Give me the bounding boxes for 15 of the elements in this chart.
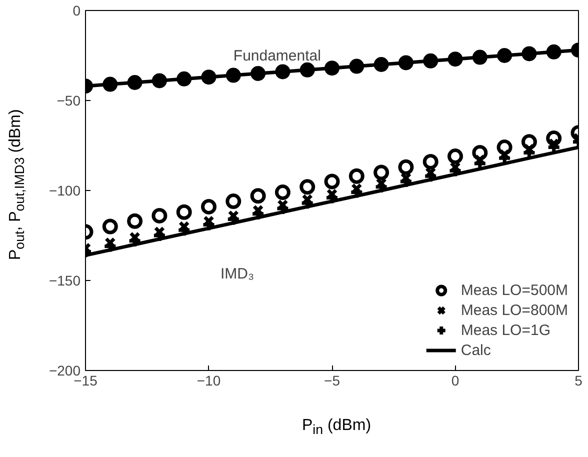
- y-tick-label: −150: [48, 272, 81, 288]
- legend-label: Meas LO=800M: [460, 302, 568, 318]
- x-tick-label: 5: [574, 372, 583, 388]
- legend-label: Meas LO=500M: [460, 282, 568, 298]
- x-tick-label: −10: [196, 372, 221, 388]
- x-tick-label: −5: [324, 372, 340, 388]
- legend-label: Calc: [460, 342, 491, 358]
- y-tick-label: −50: [56, 92, 81, 108]
- annotation: Fundamental: [233, 48, 321, 64]
- x-tick-label: 0: [451, 372, 460, 388]
- legend-label: Meas LO=1G: [460, 322, 550, 338]
- y-tick-label: −100: [48, 182, 81, 198]
- annotation: IMD₃: [220, 266, 254, 282]
- x-axis-title: P$_{in}$ (dBm): [300, 416, 372, 440]
- y-tick-label: 0: [72, 2, 81, 18]
